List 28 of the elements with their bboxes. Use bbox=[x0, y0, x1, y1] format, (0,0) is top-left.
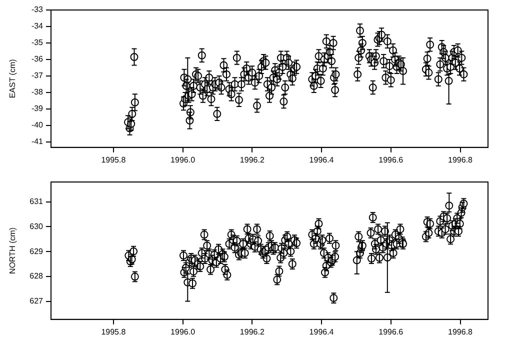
y-tick-label: -34 bbox=[31, 22, 44, 31]
y-tick-label: 630 bbox=[30, 222, 44, 231]
y-tick-label: -40 bbox=[31, 120, 44, 130]
y-tick-label: -38 bbox=[31, 88, 44, 97]
x-tick-label: 1996.4 bbox=[309, 155, 334, 164]
x-tick-label: 1996.4 bbox=[309, 327, 334, 336]
x-tick-label: 1996.2 bbox=[240, 327, 265, 336]
y-tick-label: -41 bbox=[31, 137, 44, 146]
y-tick-label: 631 bbox=[30, 197, 44, 206]
x-tick-label: 1995.8 bbox=[101, 155, 126, 164]
y-tick-label: 627 bbox=[30, 296, 44, 306]
y-axis-title: EAST (cm) bbox=[8, 58, 18, 98]
x-tick-label: 1996.8 bbox=[448, 327, 474, 336]
y-tick-label: -37 bbox=[31, 71, 44, 80]
y-axis-title: NORTH (cm) bbox=[8, 227, 18, 274]
x-tick-label: 1996.8 bbox=[448, 155, 474, 164]
x-tick-label: 1996.6 bbox=[378, 155, 404, 164]
x-tick-label: 1996.6 bbox=[378, 327, 404, 336]
y-tick-label: -39 bbox=[31, 104, 44, 114]
y-tick-label: -36 bbox=[31, 54, 44, 64]
y-tick-label: -35 bbox=[31, 38, 44, 48]
x-tick-label: 1996.0 bbox=[170, 327, 196, 336]
x-tick-label: 1996.2 bbox=[240, 155, 265, 164]
x-tick-label: 1996.0 bbox=[170, 155, 196, 164]
y-tick-label: 628 bbox=[30, 272, 44, 281]
x-tick-label: 1995.8 bbox=[101, 327, 126, 336]
y-tick-label: -33 bbox=[31, 5, 44, 14]
y-tick-label: 629 bbox=[30, 246, 44, 256]
